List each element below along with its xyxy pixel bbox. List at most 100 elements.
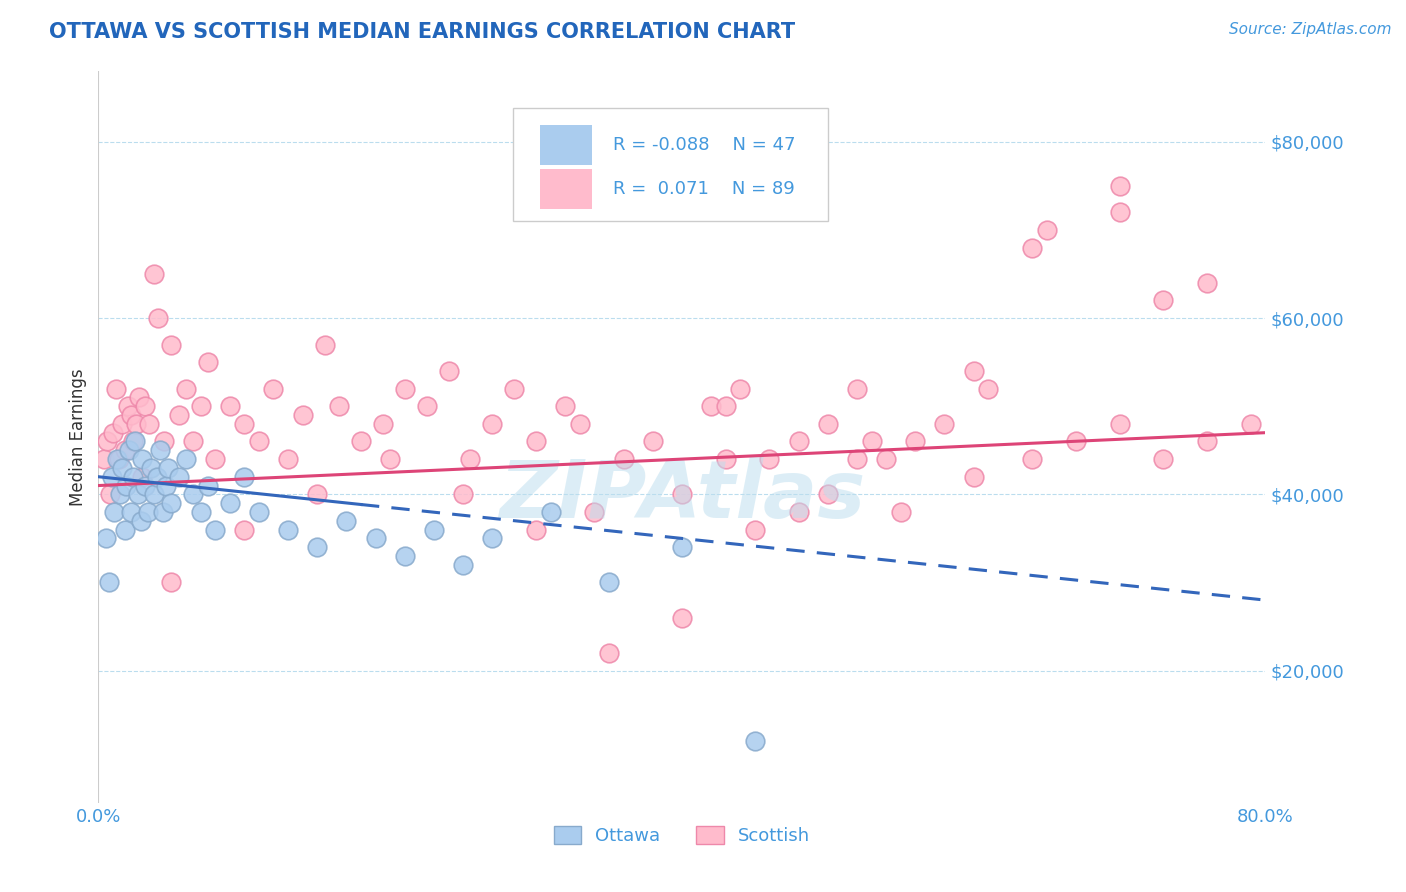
Point	[160, 496, 183, 510]
Point	[129, 514, 152, 528]
Point	[103, 505, 125, 519]
Point	[364, 532, 387, 546]
Point	[568, 417, 591, 431]
Point	[111, 461, 134, 475]
Point	[108, 452, 131, 467]
Point	[114, 443, 136, 458]
Point	[97, 575, 120, 590]
Point	[977, 382, 1000, 396]
Point	[1195, 276, 1218, 290]
Point	[890, 505, 912, 519]
Point	[100, 469, 122, 483]
Point	[962, 364, 984, 378]
Point	[247, 505, 270, 519]
Text: R =  0.071    N = 89: R = 0.071 N = 89	[613, 180, 794, 198]
Point	[598, 575, 620, 590]
Point	[394, 549, 416, 563]
Point	[1152, 452, 1174, 467]
Point	[350, 434, 373, 449]
Point	[174, 382, 197, 396]
Point	[120, 408, 142, 422]
Point	[122, 469, 145, 483]
Point	[846, 382, 869, 396]
Point	[197, 355, 219, 369]
Point	[110, 487, 132, 501]
Point	[149, 443, 172, 458]
Point	[846, 452, 869, 467]
Point	[277, 452, 299, 467]
Point	[817, 487, 839, 501]
Point	[152, 505, 174, 519]
Point	[744, 734, 766, 748]
Point	[104, 382, 127, 396]
Point	[787, 505, 810, 519]
Point	[127, 487, 149, 501]
Point	[503, 382, 526, 396]
Point	[134, 478, 156, 492]
Point	[124, 434, 146, 449]
Point	[115, 478, 138, 492]
Point	[167, 469, 190, 483]
Point	[94, 532, 117, 546]
Point	[1152, 293, 1174, 308]
Point	[134, 399, 156, 413]
Point	[233, 469, 256, 483]
Y-axis label: Median Earnings: Median Earnings	[69, 368, 87, 506]
Point	[451, 487, 474, 501]
Point	[218, 399, 240, 413]
Point	[96, 434, 118, 449]
Point	[714, 399, 737, 413]
Point	[101, 425, 124, 440]
Point	[136, 505, 159, 519]
Point	[371, 417, 394, 431]
Point	[111, 417, 134, 431]
Text: OTTAWA VS SCOTTISH MEDIAN EARNINGS CORRELATION CHART: OTTAWA VS SCOTTISH MEDIAN EARNINGS CORRE…	[49, 22, 796, 42]
Point	[105, 452, 128, 467]
Point	[598, 646, 620, 660]
Point	[142, 487, 165, 501]
Point	[160, 575, 183, 590]
Point	[380, 452, 402, 467]
Point	[758, 452, 780, 467]
Point	[157, 461, 180, 475]
Point	[524, 434, 547, 449]
Point	[190, 505, 212, 519]
Point	[277, 523, 299, 537]
FancyBboxPatch shape	[513, 108, 828, 221]
Point	[93, 452, 115, 467]
Point	[714, 452, 737, 467]
Point	[700, 399, 723, 413]
Point	[328, 399, 350, 413]
Point	[204, 523, 226, 537]
Point	[160, 337, 183, 351]
Point	[131, 452, 153, 467]
Point	[204, 452, 226, 467]
Point	[98, 487, 121, 501]
Point	[1108, 205, 1130, 219]
Point	[860, 434, 883, 449]
Point	[554, 399, 576, 413]
Point	[1108, 178, 1130, 193]
Point	[142, 267, 165, 281]
Point	[1108, 417, 1130, 431]
Point	[138, 417, 160, 431]
FancyBboxPatch shape	[540, 169, 592, 209]
Point	[122, 434, 145, 449]
Point	[1064, 434, 1087, 449]
Point	[128, 391, 150, 405]
Point	[787, 434, 810, 449]
Point	[1035, 223, 1057, 237]
Point	[181, 434, 204, 449]
Point	[120, 505, 142, 519]
Point	[125, 417, 148, 431]
Point	[190, 399, 212, 413]
Point	[307, 540, 329, 554]
Point	[167, 408, 190, 422]
Text: R = -0.088    N = 47: R = -0.088 N = 47	[613, 136, 796, 153]
FancyBboxPatch shape	[540, 125, 592, 165]
Point	[671, 611, 693, 625]
Point	[415, 399, 437, 413]
Point	[262, 382, 284, 396]
Point	[247, 434, 270, 449]
Point	[540, 505, 562, 519]
